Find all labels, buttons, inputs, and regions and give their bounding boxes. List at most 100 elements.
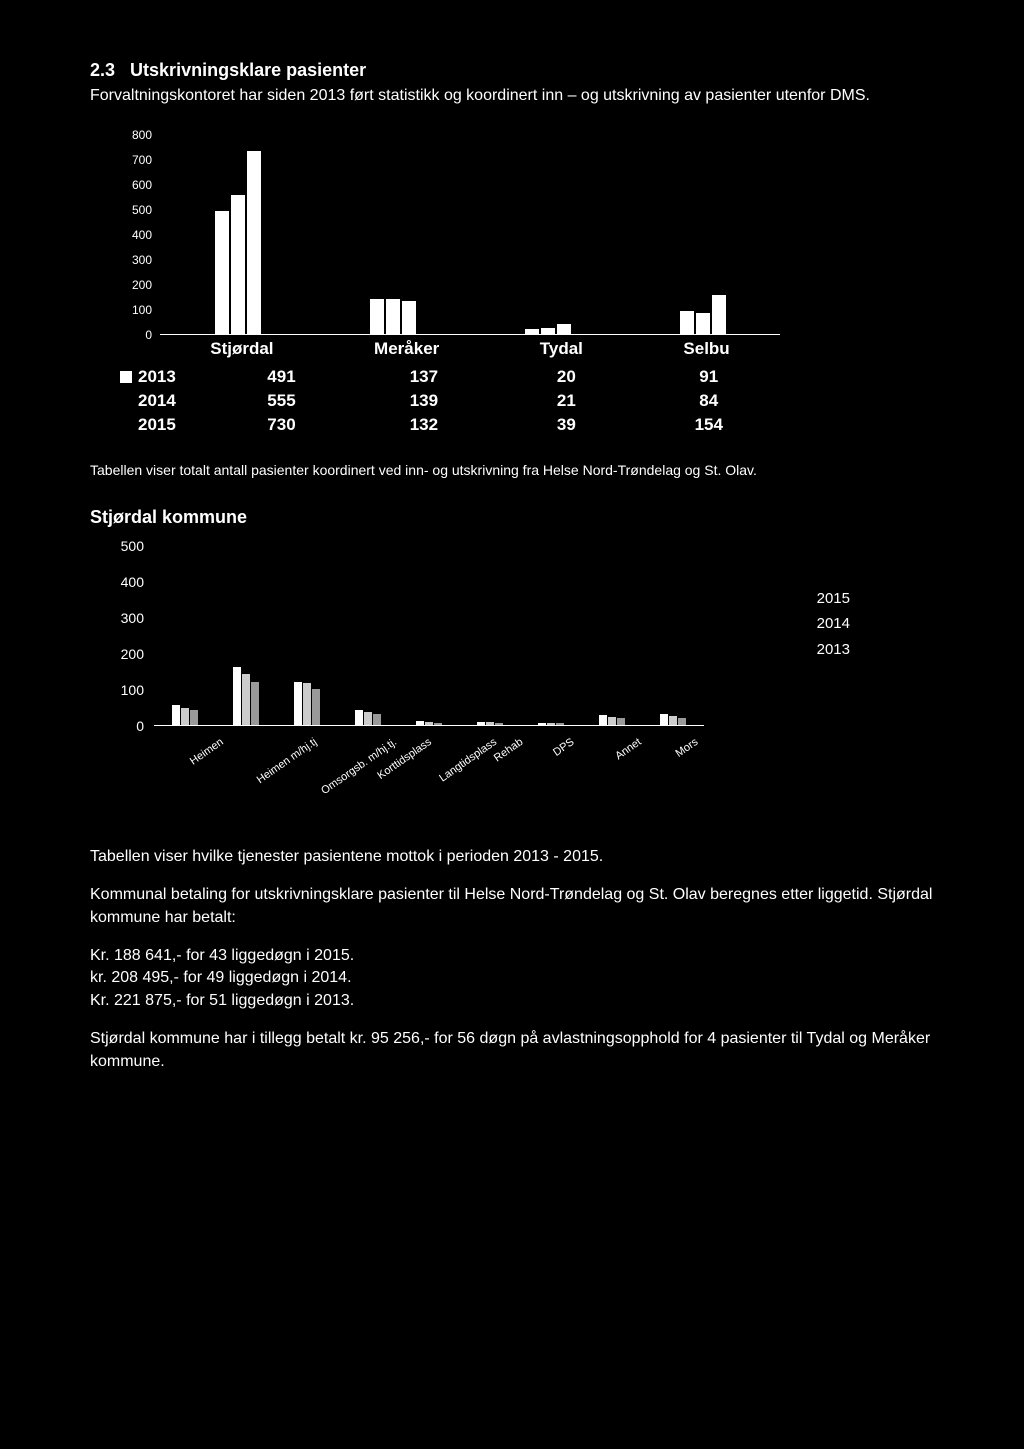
chart-2-bar [678, 718, 686, 725]
chart-1-bar [215, 211, 229, 334]
paragraph-2: Stjørdal kommune har i tillegg betalt kr… [90, 1028, 954, 1073]
chart-1-ytick: 200 [132, 278, 152, 292]
chart-1-bar-group [525, 135, 571, 334]
table-row: 201573013239154 [120, 413, 780, 437]
chart-1-bar-group [215, 135, 261, 334]
table-row: 20134911372091 [120, 365, 780, 389]
chart-1: 8007006005004003002001000 [120, 135, 780, 335]
chart-2-xlabel: Annet [614, 736, 644, 762]
chart-1-xlabels: Stjørdal Meråker Tydal Selbu [160, 339, 780, 359]
chart-2-legend-item: 2013 [817, 637, 850, 663]
chart-2-bar [660, 714, 668, 725]
chart-1-ytick: 500 [132, 203, 152, 217]
chart-1-ytick: 0 [145, 328, 152, 342]
chart-2-bar [669, 716, 677, 725]
chart-1-bar [231, 195, 245, 334]
chart-1-bar [712, 295, 726, 334]
chart-2-bar [486, 722, 494, 725]
chart-2-xlabel: Rehab [492, 736, 525, 764]
chart-1-ytick: 100 [132, 303, 152, 317]
chart-2-bar [547, 723, 555, 725]
chart-2-ytick: 0 [136, 718, 144, 734]
chart-2-bar [303, 683, 311, 724]
chart-2-bar [416, 721, 424, 725]
chart-2-legend-item: 2015 [817, 586, 850, 612]
chart-2-xlabel: Langtidsplass [437, 736, 499, 784]
table-value-cell: 137 [353, 365, 495, 389]
chart-2-bar-group [172, 546, 198, 725]
table-value-cell: 39 [495, 413, 637, 437]
chart-2-bar [233, 667, 241, 725]
chart-1-xlabel: Tydal [540, 339, 583, 359]
chart-1-xlabel: Stjørdal [210, 339, 273, 359]
section-number: 2.3 [90, 60, 115, 80]
chart-2-bar [364, 712, 372, 725]
chart-2-bar [608, 717, 616, 725]
chart-1-bar [247, 151, 261, 334]
section-title-text: Utskrivningsklare pasienter [130, 60, 366, 80]
chart-2-caption: Tabellen viser hvilke tjenester pasiente… [90, 846, 954, 868]
chart-2-xlabel: Mors [674, 736, 701, 760]
chart-2-bar [599, 715, 607, 725]
table-value-cell: 21 [495, 389, 637, 413]
chart-1-plot [160, 135, 780, 335]
chart-2-xlabels: HeimenHeimen m/hj.tjOmsorgsb. m/hj.tj.Ko… [154, 730, 704, 790]
chart-2-ytick: 300 [121, 610, 144, 626]
chart-2-bar [477, 722, 485, 725]
chart-1-caption: Tabellen viser totalt antall pasienter k… [90, 461, 954, 479]
chart-2-bar [617, 718, 625, 724]
chart-1-bar [386, 299, 400, 334]
chart-2: 5004003002001000 HeimenHeimen m/hj.tjOms… [110, 546, 890, 776]
chart-2-bar-group [233, 546, 259, 725]
chart-1-bar-group [370, 135, 416, 334]
table-value-cell: 20 [495, 365, 637, 389]
chart-1-ytick: 600 [132, 178, 152, 192]
payments-list: Kr. 188 641,- for 43 liggedøgn i 2015.kr… [90, 945, 954, 1012]
table-year-cell: 2013 [120, 365, 210, 389]
chart-2-ytick: 500 [121, 538, 144, 554]
section-heading: 2.3 Utskrivningsklare pasienter [90, 60, 954, 81]
chart-1-bar [402, 301, 416, 334]
chart-1-bar [525, 329, 539, 334]
table-year-cell: 2014 [120, 389, 210, 413]
section-intro: Forvaltningskontoret har siden 2013 ført… [90, 85, 954, 107]
chart-2-ytick: 100 [121, 682, 144, 698]
chart-1-bar [557, 324, 571, 334]
chart-2-xlabel: DPS [551, 736, 576, 759]
chart-1-bar [370, 299, 384, 333]
chart-2-xlabel: Heimen [187, 736, 225, 768]
chart-2-bar-group [477, 546, 503, 725]
payment-line: Kr. 221 875,- for 51 liggedøgn i 2013. [90, 990, 954, 1012]
chart-1-xlabel: Meråker [374, 339, 439, 359]
chart-2-plot [154, 546, 704, 726]
chart-2-bar [425, 722, 433, 725]
chart-2-bar-group [416, 546, 442, 725]
legend-square-icon [120, 371, 132, 383]
chart-2-ytick: 200 [121, 646, 144, 662]
chart-2-bar [355, 710, 363, 724]
chart-2-bar [373, 714, 381, 725]
chart-2-legend-item: 2014 [817, 611, 850, 637]
chart-2-bar-group [538, 546, 564, 725]
chart-2-bar [312, 689, 320, 725]
table-row: 20145551392184 [120, 389, 780, 413]
table-value-cell: 730 [210, 413, 352, 437]
chart-1-bar-group [680, 135, 726, 334]
chart-2-bar [495, 723, 503, 725]
chart-2-bar-group [294, 546, 320, 725]
table-value-cell: 491 [210, 365, 352, 389]
table-value-cell: 154 [638, 413, 780, 437]
chart-2-yaxis: 5004003002001000 [110, 546, 150, 726]
table-value-cell: 139 [353, 389, 495, 413]
table-year-cell: 2015 [120, 413, 210, 437]
table-value-cell: 91 [638, 365, 780, 389]
chart-1-yaxis: 8007006005004003002001000 [120, 135, 156, 335]
chart-1-xlabel: Selbu [683, 339, 729, 359]
payment-line: Kr. 188 641,- for 43 liggedøgn i 2015. [90, 945, 954, 967]
chart-2-xlabel: Heimen m/hj.tj [254, 736, 318, 786]
table-value-cell: 84 [638, 389, 780, 413]
chart-1-ytick: 300 [132, 253, 152, 267]
table-value-cell: 555 [210, 389, 352, 413]
chart-2-bar [538, 723, 546, 725]
chart-2-heading: Stjørdal kommune [90, 507, 954, 528]
